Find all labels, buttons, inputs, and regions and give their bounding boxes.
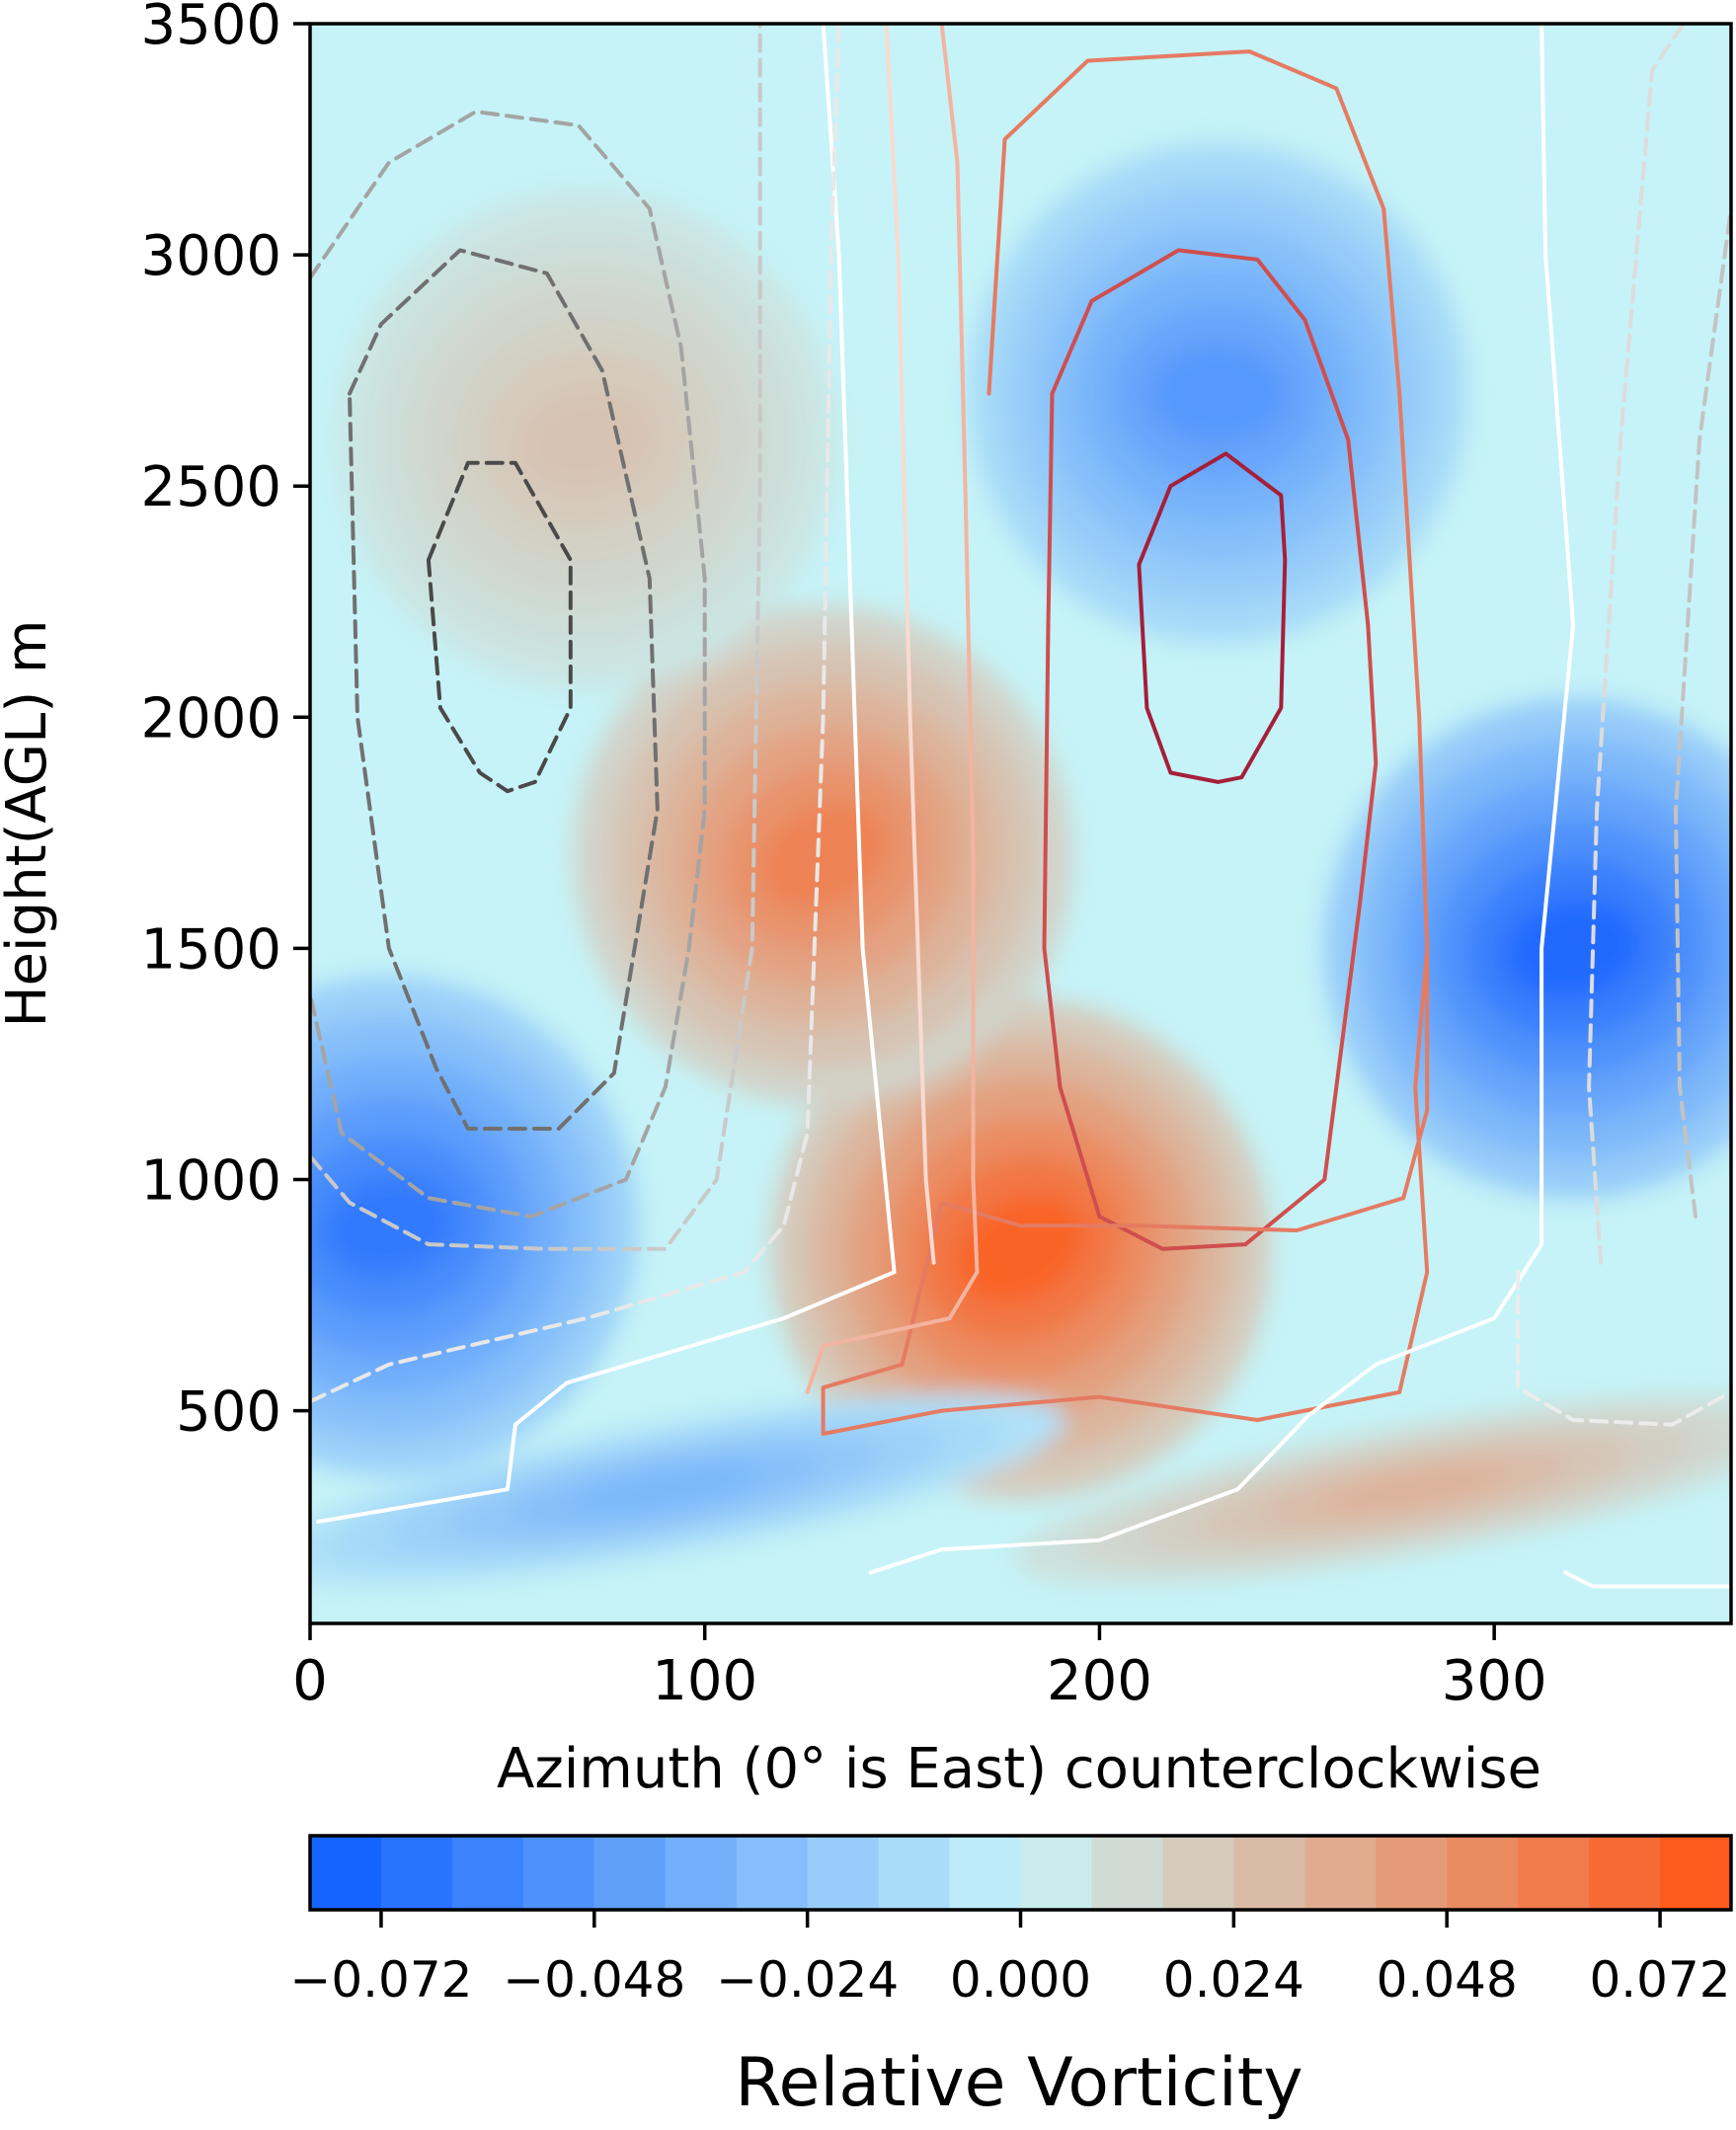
colorbar-cell <box>1447 1836 1519 1910</box>
plot-frame <box>308 22 1733 1625</box>
colorbar-tick-label: 0.072 <box>1589 1951 1730 2009</box>
vorticity-cell <box>321 1175 457 1276</box>
colorbar-label: Relative Vorticity <box>735 2044 1302 2122</box>
colorbar-cell <box>1518 1836 1590 1910</box>
contour-lines <box>310 24 1731 1589</box>
colorbar-cell <box>1304 1836 1378 1910</box>
contour-line-dashed <box>1674 206 1731 1219</box>
contour-line-dashed <box>426 460 573 794</box>
contour-line-solid <box>1563 1570 1731 1589</box>
x-tick-label: 100 <box>652 1649 757 1713</box>
colorbar-cell <box>1162 1836 1235 1910</box>
vorticity-field <box>310 143 1731 1585</box>
x-tick-label: 300 <box>1442 1649 1547 1713</box>
colorbar: −0.072 −0.048 −0.024 0.000 0.024 0.048 0.072 R… <box>289 1834 1733 2122</box>
y-axis: 500 1000 1500 2000 2500 3000 3500 <box>140 0 310 1445</box>
colorbar-cell <box>949 1836 1022 1910</box>
contour-line-dashed <box>1516 1270 1731 1427</box>
x-axis: 0 100 200 300 <box>292 1623 1547 1713</box>
y-tick-label: 2500 <box>140 455 281 519</box>
vorticity-cell <box>518 389 654 490</box>
vorticity-cell <box>1149 344 1286 443</box>
plot-area <box>308 22 1733 1625</box>
colorbar-cell <box>1091 1836 1164 1910</box>
colorbar-ticks: −0.072 −0.048 −0.024 0.000 0.024 0.048 0.072 <box>289 1910 1731 2009</box>
y-tick-label: 500 <box>176 1381 281 1445</box>
y-tick-label: 1500 <box>140 917 281 982</box>
y-axis-label: Height(AGL) m <box>0 619 59 1027</box>
colorbar-cell <box>878 1836 951 1910</box>
colorbar-cell <box>380 1836 453 1910</box>
contour-line-solid <box>805 24 980 1394</box>
colorbar-cell <box>1660 1836 1732 1910</box>
y-tick-label: 3000 <box>140 224 281 288</box>
contour-line-dashed <box>310 24 841 1404</box>
vorticity-cell <box>956 1195 1085 1303</box>
x-tick-label: 200 <box>1047 1649 1152 1713</box>
y-tick-label: 1000 <box>140 1149 281 1214</box>
x-tick-label: 0 <box>292 1649 328 1713</box>
vorticity-cell <box>1505 898 1641 999</box>
contour-line-solid <box>1137 451 1288 784</box>
colorbar-cell <box>1233 1836 1306 1910</box>
colorbar-tick-label: 0.048 <box>1377 1951 1518 2009</box>
vorticity-cell <box>572 1464 758 1514</box>
contour-line-dashed <box>1587 24 1686 1265</box>
colorbar-cell <box>522 1836 595 1910</box>
colorbar-cell <box>807 1836 880 1910</box>
colorbar-cell <box>593 1836 667 1910</box>
colorbar-tick-label: −0.024 <box>716 1951 899 2009</box>
colorbar-cell <box>1020 1836 1093 1910</box>
colorbar-cell <box>665 1836 738 1910</box>
contour-line-solid <box>316 24 897 1524</box>
vorticity-cell <box>758 802 888 910</box>
colorbar-tick-label: 0.000 <box>950 1951 1091 2009</box>
vorticity-cell <box>1322 1464 1509 1514</box>
y-tick-label: 3500 <box>140 0 281 57</box>
contour-line-dashed <box>348 248 660 1131</box>
contour-line-solid <box>884 24 936 1265</box>
x-axis-label: Azimuth (0° is East) counterclockwise <box>497 1737 1541 1801</box>
colorbar-cell <box>736 1836 809 1910</box>
contour-line-solid <box>868 24 1576 1575</box>
colorbar-cell <box>310 1836 382 1910</box>
y-tick-label: 2000 <box>140 686 281 750</box>
colorbar-tick-label: 0.024 <box>1163 1951 1304 2009</box>
colorbar-cell <box>1376 1836 1448 1910</box>
colorbar-cell <box>451 1836 524 1910</box>
contour-line-dashed <box>310 110 707 1219</box>
colorbar-cells <box>310 1836 1732 1910</box>
contour-line-dashed <box>310 24 762 1251</box>
colorbar-tick-label: −0.048 <box>503 1951 685 2009</box>
colorbar-cell <box>1589 1836 1661 1910</box>
contour-line-solid <box>1042 248 1379 1251</box>
contour-line-solid <box>821 49 1430 1436</box>
colorbar-tick-label: −0.072 <box>289 1951 472 2009</box>
